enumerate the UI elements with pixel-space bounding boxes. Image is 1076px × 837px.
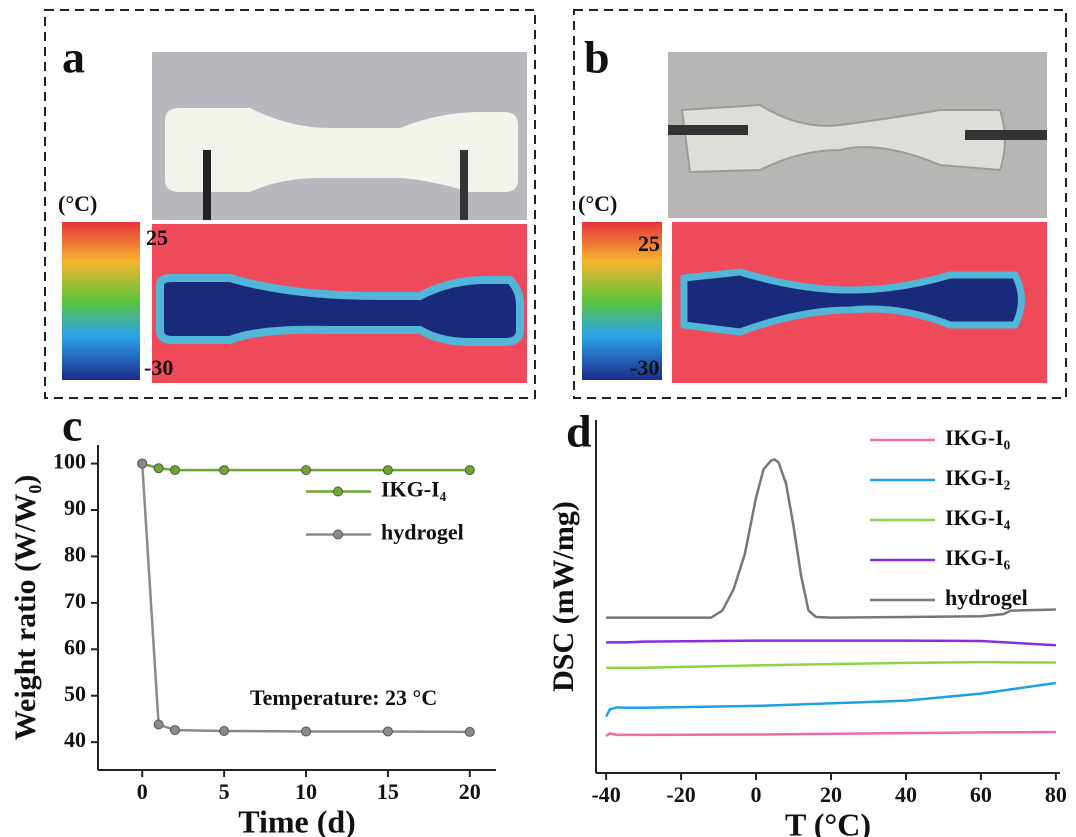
x-tick-label: 5 xyxy=(219,779,230,804)
marker xyxy=(137,458,148,469)
x-tick-label: -40 xyxy=(591,782,620,807)
color-bar xyxy=(582,222,662,380)
x-tick-label: 0 xyxy=(751,782,762,807)
sample xyxy=(165,108,518,192)
panel-label: b xyxy=(584,32,610,83)
marker xyxy=(219,465,230,476)
legend-marker xyxy=(333,486,343,497)
marker xyxy=(219,726,230,736)
color-bar xyxy=(62,222,140,380)
scale-unit: (°C) xyxy=(578,191,617,216)
x-tick-label: 10 xyxy=(295,779,317,804)
legend-label: IKG-I₄ xyxy=(381,477,447,502)
scale-label: 25 xyxy=(146,225,168,250)
x-tick-label: 80 xyxy=(1045,782,1067,807)
scale-unit: (°C) xyxy=(58,191,97,216)
x-tick-label: 20 xyxy=(820,782,842,807)
marker xyxy=(153,719,164,730)
series-line xyxy=(606,660,1056,670)
marker xyxy=(301,726,312,737)
series-line xyxy=(605,730,1056,737)
marker xyxy=(169,465,180,476)
scale-label: -30 xyxy=(630,355,659,380)
clamp xyxy=(460,150,468,220)
x-axis-label: T (°C) xyxy=(785,806,871,837)
y-tick-label: 50 xyxy=(64,681,86,706)
y-axis-label: Weight ratio (W/W₀) xyxy=(9,475,42,741)
panel-label: c xyxy=(62,400,82,451)
series-line xyxy=(606,458,1056,619)
clamp xyxy=(965,130,1047,140)
legend-label: IKG-I₂ xyxy=(945,465,1011,490)
legend-label: IKG-I₄ xyxy=(945,505,1011,530)
y-axis-label: DSC (mW/mg) xyxy=(547,501,580,692)
series-line xyxy=(605,681,1057,718)
x-tick-label: 60 xyxy=(970,782,992,807)
panel-frame xyxy=(44,9,536,399)
scale-label: 25 xyxy=(638,231,660,256)
marker xyxy=(464,726,475,737)
y-tick-label: 90 xyxy=(64,495,86,520)
legend-label: hydrogel xyxy=(945,585,1028,610)
legend-label: IKG-I₀ xyxy=(945,425,1011,450)
legend-marker xyxy=(333,529,343,540)
scale-label: -30 xyxy=(144,355,173,380)
marker xyxy=(169,725,180,736)
thermal-sample xyxy=(156,274,524,346)
panel-frame xyxy=(573,9,1067,399)
x-axis-label: Time (d) xyxy=(238,803,356,837)
panel-label: a xyxy=(62,32,85,83)
x-tick-label: -20 xyxy=(666,782,695,807)
x-tick-label: 40 xyxy=(895,782,917,807)
series-line xyxy=(606,639,1056,647)
x-tick-label: 0 xyxy=(137,779,148,804)
marker xyxy=(382,465,393,476)
panel-label: d xyxy=(566,406,592,457)
marker xyxy=(464,465,475,476)
y-tick-label: 80 xyxy=(64,541,86,566)
annotation: Temperature: 23 °C xyxy=(250,685,437,710)
y-tick-label: 60 xyxy=(64,634,86,659)
y-tick-label: 40 xyxy=(64,727,86,752)
marker xyxy=(153,463,164,474)
legend-label: IKG-I₆ xyxy=(945,545,1011,570)
x-tick-label: 20 xyxy=(459,779,481,804)
sample xyxy=(680,103,1006,174)
y-tick-label: 70 xyxy=(64,588,86,613)
legend-label: hydrogel xyxy=(381,520,464,545)
thermal-sample xyxy=(680,268,1025,336)
marker xyxy=(301,465,312,476)
clamp xyxy=(668,125,748,135)
x-tick-label: 15 xyxy=(377,779,399,804)
marker xyxy=(382,726,393,737)
clamp xyxy=(203,150,211,220)
y-tick-label: 100 xyxy=(53,449,86,474)
